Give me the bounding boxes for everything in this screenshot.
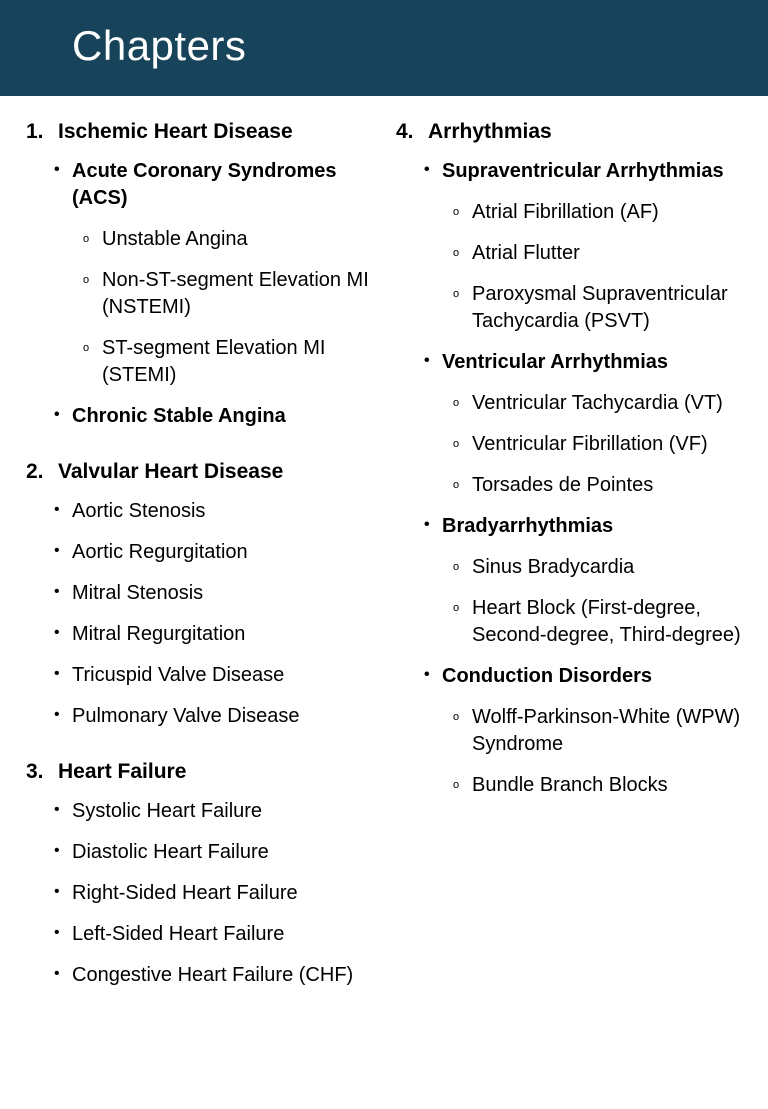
- chapter-title: 3.Heart Failure: [24, 760, 374, 784]
- chapter: 3.Heart Failure Systolic Heart Failure Dia…: [24, 760, 374, 989]
- sub-list-item: Wolff-Parkinson-White (WPW) Syndrome: [450, 704, 744, 758]
- sub-items: Sinus Bradycardia Heart Block (First-degr…: [442, 554, 744, 649]
- list-item-label: Conduction Disorders: [442, 665, 652, 687]
- list-item-label: Right-Sided Heart Failure: [72, 882, 298, 904]
- list-item-label: Left-Sided Heart Failure: [72, 923, 284, 945]
- list-item: Aortic Stenosis: [52, 498, 374, 525]
- chapter: 4.Arrhythmias Supraventricular Arrhythmia…: [394, 120, 744, 799]
- sub-list-item-label: Wolff-Parkinson-White (WPW) Syndrome: [472, 706, 740, 755]
- list-item: Systolic Heart Failure: [52, 798, 374, 825]
- sub-list-item-label: Atrial Fibrillation (AF): [472, 201, 659, 223]
- sub-list-item-label: Paroxysmal Supraventricular Tachycardia …: [472, 283, 728, 332]
- list-item: Supraventricular Arrhythmias Atrial Fibri…: [422, 158, 744, 335]
- chapter-title-text: Ischemic Heart Disease: [52, 120, 293, 144]
- chapter-title: 1.Ischemic Heart Disease: [24, 120, 374, 144]
- sub-list-item-label: Ventricular Fibrillation (VF): [472, 433, 708, 455]
- list-item: Acute Coronary Syndromes (ACS) Unstable A…: [52, 158, 374, 389]
- sub-list-item-label: Non-ST-segment Elevation MI (NSTEMI): [102, 269, 369, 318]
- sub-list-item: Unstable Angina: [80, 226, 374, 253]
- sub-items: Wolff-Parkinson-White (WPW) Syndrome Bund…: [442, 704, 744, 799]
- list-item: Mitral Regurgitation: [52, 621, 374, 648]
- list-item: Pulmonary Valve Disease: [52, 703, 374, 730]
- list-item-label: Supraventricular Arrhythmias: [442, 160, 724, 182]
- list-item-label: Aortic Regurgitation: [72, 541, 248, 563]
- chapter-items: Aortic Stenosis Aortic Regurgitation Mitra…: [24, 498, 374, 730]
- list-item-label: Pulmonary Valve Disease: [72, 705, 300, 727]
- list-item-label: Acute Coronary Syndromes (ACS): [72, 160, 337, 209]
- sub-list-item-label: Heart Block (First-degree, Second-degree…: [472, 597, 741, 646]
- list-item: Mitral Stenosis: [52, 580, 374, 607]
- sub-items: Unstable Angina Non-ST-segment Elevation …: [72, 226, 374, 389]
- sub-items: Ventricular Tachycardia (VT) Ventricular …: [442, 390, 744, 499]
- sub-list-item-label: Torsades de Pointes: [472, 474, 653, 496]
- list-item: Ventricular Arrhythmias Ventricular Tachy…: [422, 349, 744, 499]
- chapter-number: 2.: [24, 460, 52, 484]
- list-item-label: Diastolic Heart Failure: [72, 841, 269, 863]
- sub-list-item: Ventricular Fibrillation (VF): [450, 431, 744, 458]
- column-left: 1.Ischemic Heart Disease Acute Coronary S…: [24, 120, 374, 1019]
- chapter: 2.Valvular Heart DiseaseAortic StenosisA…: [24, 460, 374, 730]
- list-item-label: Chronic Stable Angina: [72, 405, 286, 427]
- chapter-number: 3.: [24, 760, 52, 784]
- sub-list-item-label: Atrial Flutter: [472, 242, 580, 264]
- chapter-title-text: Heart Failure: [52, 760, 186, 784]
- page-title: Chapters: [72, 22, 246, 69]
- column-right: 4.Arrhythmias Supraventricular Arrhythmia…: [394, 120, 744, 1019]
- chapter: 1.Ischemic Heart Disease Acute Coronary S…: [24, 120, 374, 430]
- sub-list-item-label: Sinus Bradycardia: [472, 556, 634, 578]
- chapter-number: 4.: [394, 120, 422, 144]
- list-item-label: Systolic Heart Failure: [72, 800, 262, 822]
- list-item: Left-Sided Heart Failure: [52, 921, 374, 948]
- sub-list-item: Ventricular Tachycardia (VT): [450, 390, 744, 417]
- chapter-number: 1.: [24, 120, 52, 144]
- list-item: Congestive Heart Failure (CHF): [52, 962, 374, 989]
- sub-list-item: Atrial Fibrillation (AF): [450, 199, 744, 226]
- list-item-label: Aortic Stenosis: [72, 500, 205, 522]
- sub-items: Atrial Fibrillation (AF) Atrial Flutter Pa…: [442, 199, 744, 335]
- list-item: Tricuspid Valve Disease: [52, 662, 374, 689]
- sub-list-item: Sinus Bradycardia: [450, 554, 744, 581]
- list-item-label: Bradyarrhythmias: [442, 515, 613, 537]
- chapter-items: Supraventricular Arrhythmias Atrial Fibri…: [394, 158, 744, 799]
- chapter-items: Acute Coronary Syndromes (ACS) Unstable A…: [24, 158, 374, 430]
- sub-list-item: Paroxysmal Supraventricular Tachycardia …: [450, 281, 744, 335]
- sub-list-item: Bundle Branch Blocks: [450, 772, 744, 799]
- chapter-title: 4.Arrhythmias: [394, 120, 744, 144]
- chapter-title-text: Arrhythmias: [422, 120, 552, 144]
- list-item-label: Tricuspid Valve Disease: [72, 664, 284, 686]
- list-item: Right-Sided Heart Failure: [52, 880, 374, 907]
- list-item: Chronic Stable Angina: [52, 403, 374, 430]
- list-item: Conduction Disorders Wolff-Parkinson-Whit…: [422, 663, 744, 799]
- list-item-label: Congestive Heart Failure (CHF): [72, 964, 353, 986]
- sub-list-item: Atrial Flutter: [450, 240, 744, 267]
- sub-list-item: ST-segment Elevation MI (STEMI): [80, 335, 374, 389]
- sub-list-item: Torsades de Pointes: [450, 472, 744, 499]
- sub-list-item-label: Unstable Angina: [102, 228, 248, 250]
- list-item-label: Ventricular Arrhythmias: [442, 351, 668, 373]
- sub-list-item-label: Bundle Branch Blocks: [472, 774, 668, 796]
- list-item-label: Mitral Stenosis: [72, 582, 203, 604]
- list-item: Diastolic Heart Failure: [52, 839, 374, 866]
- chapter-items: Systolic Heart Failure Diastolic Heart Fa…: [24, 798, 374, 989]
- list-item: Bradyarrhythmias Sinus Bradycardia Heart B…: [422, 513, 744, 649]
- sub-list-item-label: Ventricular Tachycardia (VT): [472, 392, 723, 414]
- sub-list-item: Heart Block (First-degree, Second-degree…: [450, 595, 744, 649]
- chapter-title: 2.Valvular Heart Disease: [24, 460, 374, 484]
- content-area: 1.Ischemic Heart Disease Acute Coronary S…: [0, 96, 768, 1043]
- list-item-label: Mitral Regurgitation: [72, 623, 245, 645]
- list-item: Aortic Regurgitation: [52, 539, 374, 566]
- sub-list-item: Non-ST-segment Elevation MI (NSTEMI): [80, 267, 374, 321]
- page-header: Chapters: [0, 0, 768, 96]
- sub-list-item-label: ST-segment Elevation MI (STEMI): [102, 337, 325, 386]
- chapter-title-text: Valvular Heart Disease: [52, 460, 283, 484]
